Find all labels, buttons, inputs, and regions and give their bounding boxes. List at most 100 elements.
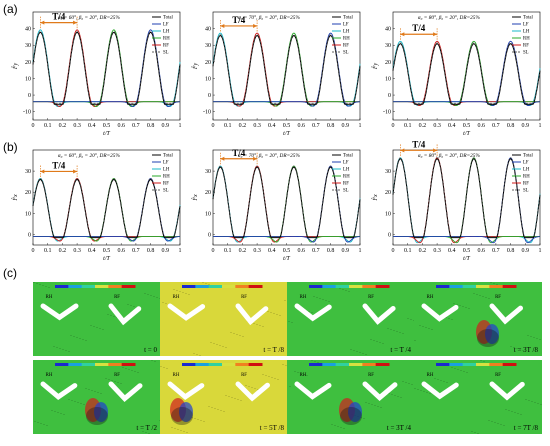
colorbar-segment (68, 363, 83, 366)
colorbar-segment (108, 363, 123, 366)
colorbar-segment (335, 285, 350, 288)
y-tick-label: 30 (205, 169, 211, 175)
flow-background (287, 360, 415, 434)
x-tick-label: 0 (32, 248, 35, 254)
flow-speckle (370, 339, 372, 340)
flow-speckle (410, 319, 412, 320)
flow-speckle (497, 423, 499, 424)
flow-speckle (182, 292, 184, 293)
fin-label-rf: RF (495, 373, 501, 378)
t4-label: T/4 (52, 12, 66, 22)
flow-speckle (110, 315, 112, 316)
legend-label-sl: SL (343, 189, 349, 194)
flow-speckle (420, 390, 422, 391)
flow-speckle (477, 433, 479, 434)
flow-speckle (108, 379, 110, 380)
flow-speckle (274, 378, 276, 379)
flow-speckle (393, 330, 395, 331)
flow-speckle (262, 374, 264, 375)
legend-label-lf: LF (523, 161, 529, 166)
chart-b-0: 0 0.1 0.2 0.3 0.4 0.5 0.6 0.7 0.8 0.9 10102030t/TF… (12, 149, 182, 262)
flow-speckle (533, 337, 535, 338)
flow-speckle (374, 405, 376, 406)
y-axis-label: F̂x (12, 194, 19, 202)
colorbar-segment (182, 285, 196, 288)
x-tick-label: 0.3 (253, 123, 261, 129)
legend-label-lh: LH (163, 30, 170, 35)
flow-speckle (163, 367, 165, 368)
y-tick-label: 0 (388, 232, 391, 238)
x-tick-label: 0.1 (404, 248, 412, 254)
flow-speckle (216, 344, 218, 345)
t4-arrow-head-left (40, 20, 45, 25)
flow-speckle (516, 348, 518, 349)
flow-speckle (382, 343, 384, 344)
fin-rh (40, 381, 78, 400)
flow-speckle (422, 326, 424, 327)
time-label: t = T /4 (390, 346, 411, 354)
y-axis-label: F̂y (192, 62, 199, 70)
flow-speckle (165, 303, 167, 304)
fin-rh (167, 381, 205, 400)
flow-speckle (223, 411, 225, 412)
legend-label-lh: LH (523, 168, 530, 173)
x-tick-label: 0.7 (132, 123, 140, 129)
x-tick-label: 0.7 (492, 248, 500, 254)
x-axis-label: t/T (463, 131, 470, 137)
flow-speckle (400, 397, 402, 398)
legend-label-rh: RH (163, 37, 170, 42)
flow-speckle (456, 304, 458, 305)
flow-speckle (53, 346, 55, 347)
flow-field-6: RH RF t = 3T /4 (287, 360, 416, 434)
legend-label-total: Total (523, 154, 533, 159)
fin-rf (362, 303, 396, 325)
flow-speckle (166, 368, 168, 369)
fin-label-rh: RH (46, 295, 53, 300)
flow-speckle (70, 335, 72, 336)
fin-rf (362, 381, 398, 401)
x-tick-label: 0.5 (283, 248, 291, 254)
flow-speckle (443, 381, 445, 382)
flow-speckle (402, 381, 404, 382)
flow-speckle (68, 399, 70, 400)
velocity-vectors (477, 329, 499, 347)
legend-label-rf: RF (523, 182, 529, 187)
legend-label-total: Total (163, 16, 173, 21)
colorbar-segment (55, 285, 69, 288)
flow-speckle (96, 327, 98, 328)
flow-speckle (379, 342, 381, 343)
flow-speckle (417, 389, 419, 390)
flow-speckle (183, 431, 185, 432)
flow-speckle (125, 368, 127, 369)
colorbar-segment (235, 285, 250, 288)
flow-speckle (485, 297, 487, 298)
chart-title: α₀ = 70°, β₀ = 20°, DR=25% (238, 152, 301, 159)
t4-label: T/4 (52, 160, 66, 170)
flow-speckle (113, 316, 115, 317)
time-label: t = 5T /8 (260, 424, 285, 432)
time-label: t = 3T /4 (387, 424, 412, 432)
flow-speckle (405, 382, 407, 383)
flow-speckle (527, 335, 529, 336)
flow-speckle (373, 340, 375, 341)
flow-speckle (314, 361, 316, 362)
t4-arrow-head-left (220, 156, 225, 161)
x-tick-label: 0.7 (312, 123, 320, 129)
flow-speckle (68, 351, 70, 352)
x-tick-label: 0.3 (73, 123, 81, 129)
flow-speckle (188, 294, 190, 295)
x-tick-label: 1 (539, 123, 542, 129)
legend-label-lf: LF (163, 161, 169, 166)
y-tick-label: 30 (25, 43, 31, 49)
flow-speckle (51, 410, 53, 411)
flow-speckle (267, 311, 269, 312)
plot-frame (32, 149, 181, 246)
y-tick-label: 30 (25, 169, 31, 175)
flow-speckle (256, 324, 258, 325)
fin-rf (235, 303, 269, 326)
flow-speckle (114, 381, 116, 382)
flow-speckle (362, 353, 364, 354)
series-sl (392, 157, 541, 237)
flow-speckle (488, 420, 490, 421)
flow-speckle (45, 286, 47, 287)
